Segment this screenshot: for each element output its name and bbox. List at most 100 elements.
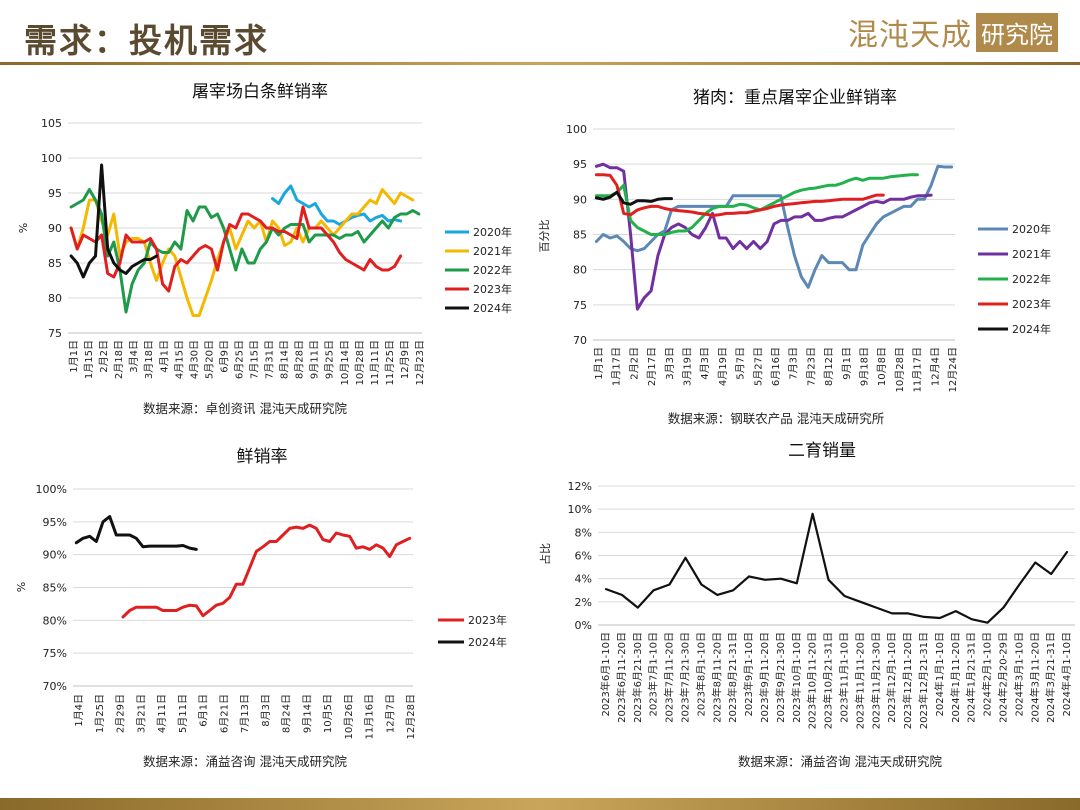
x-tick-label-tr: 7月23日 xyxy=(805,347,817,386)
x-tick-label-tl: 8月28日 xyxy=(294,340,306,379)
logo-text: 混沌天成 xyxy=(848,18,972,53)
x-tick-label-tr: 2月17日 xyxy=(646,347,658,386)
y-tick-label-bl: 70% xyxy=(43,680,67,693)
legend-label-tl-4: 2024年 xyxy=(473,301,512,315)
legend-label-tl-1: 2021年 xyxy=(473,244,512,258)
x-tick-label-tr: 5月7日 xyxy=(735,347,747,380)
x-tick-label-br: 2023年12月11-20日 xyxy=(901,632,914,729)
x-tick-label-tl: 1月15日 xyxy=(83,340,95,379)
x-tick-label-tr: 8月12日 xyxy=(823,347,835,386)
x-tick-label-bl: 10月5日 xyxy=(322,694,334,733)
x-tick-label-br: 2023年11月21-30日 xyxy=(869,632,882,729)
x-tick-label-br: 2023年10月11-20日 xyxy=(806,632,819,729)
legend-label-tl-2: 2022年 xyxy=(473,263,512,277)
y-tick-label-br: 8% xyxy=(575,526,592,539)
legend-label-bl-1: 2024年 xyxy=(468,635,507,649)
x-tick-label-br: 2024年1月1-10日 xyxy=(933,632,946,717)
y-tick-label-tl: 90 xyxy=(48,222,62,235)
x-tick-label-tr: 3月19日 xyxy=(682,347,694,386)
x-tick-label-bl: 6月1日 xyxy=(198,694,210,727)
series-line-tl-4 xyxy=(69,163,158,279)
series-line-tr-1 xyxy=(594,162,933,311)
y-tick-label-tl: 95 xyxy=(48,187,62,200)
y-tick-label-tr: 70 xyxy=(573,334,587,347)
x-tick-label-bl: 3月21日 xyxy=(135,694,147,733)
y-tick-label-br: 0% xyxy=(575,619,592,632)
y-axis-label-br: 占比 xyxy=(538,543,552,565)
x-tick-label-br: 2023年10月21-31日 xyxy=(822,632,835,729)
x-tick-label-tr: 9月1日 xyxy=(841,347,853,380)
series-line-tl-0 xyxy=(271,184,403,226)
x-tick-label-br: 2024年1月11-20日 xyxy=(949,632,962,723)
x-tick-label-bl: 4月11日 xyxy=(156,694,168,733)
y-tick-label-tr: 80 xyxy=(573,264,587,277)
series-line-bl-0 xyxy=(121,523,412,619)
legend-label-tr-2: 2022年 xyxy=(1012,272,1051,286)
chart-title-br: 二育销量 xyxy=(788,441,856,461)
x-tick-label-br: 2023年6月21-30日 xyxy=(631,632,644,723)
x-tick-label-bl: 1月4日 xyxy=(73,694,85,727)
x-tick-label-br: 2023年12月1-10日 xyxy=(885,632,898,723)
x-tick-label-tl: 4月15日 xyxy=(173,340,185,379)
x-tick-label-tl: 12月9日 xyxy=(399,340,411,379)
y-axis-label-tl: % xyxy=(17,223,30,233)
x-tick-label-tr: 3月3日 xyxy=(664,347,676,380)
x-tick-label-bl: 1月25日 xyxy=(94,694,106,733)
y-tick-label-bl: 90% xyxy=(43,549,67,562)
y-tick-label-tl: 100 xyxy=(41,152,62,165)
x-tick-label-bl: 7月13日 xyxy=(239,694,251,733)
chart-title-bl: 鲜销率 xyxy=(237,447,288,467)
x-tick-label-bl: 2月29日 xyxy=(115,694,127,733)
chart-title-tl: 屠宰场白条鲜销率 xyxy=(192,82,328,102)
x-tick-label-bl: 11月16日 xyxy=(364,694,376,739)
series-line-tl-1 xyxy=(69,188,415,317)
x-tick-label-tr: 11月17日 xyxy=(912,347,924,392)
x-tick-label-tr: 12月24日 xyxy=(947,347,959,392)
x-tick-label-tl: 9月25日 xyxy=(324,340,336,379)
page-header: 需求：投机需求 混沌天成 研究院 xyxy=(0,0,1080,68)
x-tick-label-tl: 4月1日 xyxy=(158,340,170,373)
x-tick-label-tl: 12月23日 xyxy=(414,340,426,385)
legend-label-tr-3: 2023年 xyxy=(1012,297,1051,311)
source-note-tl: 数据来源：卓创资讯 混沌天成研究院 xyxy=(143,401,347,416)
x-tick-label-bl: 12月7日 xyxy=(384,694,396,733)
x-tick-label-br: 2024年3月11-20日 xyxy=(1028,632,1041,723)
x-tick-label-tr: 4月3日 xyxy=(699,347,711,380)
x-tick-label-br: 2023年8月11-20日 xyxy=(710,632,723,723)
x-tick-label-br: 2023年7月11-20日 xyxy=(663,632,676,723)
x-tick-label-br: 2023年6月11-20日 xyxy=(615,632,628,723)
header-divider xyxy=(0,62,1080,65)
legend-label-tr-1: 2021年 xyxy=(1012,247,1051,261)
y-axis-label-bl: % xyxy=(15,582,28,592)
x-tick-label-bl: 8月24日 xyxy=(281,694,293,733)
y-tick-label-bl: 75% xyxy=(43,647,67,660)
x-tick-label-tr: 1月1日 xyxy=(593,347,605,380)
series-line-br-0 xyxy=(604,512,1069,624)
y-tick-label-br: 10% xyxy=(568,503,592,516)
x-tick-label-br: 2023年6月1-10日 xyxy=(599,632,612,717)
x-tick-label-tr: 4月19日 xyxy=(717,347,729,386)
y-tick-label-tr: 85 xyxy=(573,229,587,242)
y-tick-label-tl: 80 xyxy=(48,292,62,305)
x-tick-label-tl: 4月30日 xyxy=(188,340,200,379)
x-tick-label-tr: 9月18日 xyxy=(859,347,871,386)
x-tick-label-tl: 8月14日 xyxy=(279,340,291,379)
logo-box: 研究院 xyxy=(976,12,1058,52)
source-note-tr: 数据来源：钢联农产品 混沌天成研究所 xyxy=(668,411,884,426)
legend-label-tl-0: 2020年 xyxy=(473,225,512,239)
x-tick-label-br: 2023年11月11-20日 xyxy=(853,632,866,729)
y-tick-label-bl: 85% xyxy=(43,582,67,595)
x-tick-label-br: 2024年3月21-31日 xyxy=(1044,632,1057,723)
legend-label-tl-3: 2023年 xyxy=(473,282,512,296)
series-line-bl-1 xyxy=(74,515,198,551)
x-tick-label-br: 2024年4月1-10日 xyxy=(1060,632,1073,717)
x-tick-label-tl: 6月9日 xyxy=(218,340,230,373)
x-tick-label-tl: 7月31日 xyxy=(264,340,276,379)
x-tick-label-bl: 8月3日 xyxy=(260,694,272,727)
x-tick-label-tl: 7月15日 xyxy=(249,340,261,379)
x-tick-label-tl: 1月1日 xyxy=(68,340,80,373)
x-tick-label-br: 2023年10月1-10日 xyxy=(790,632,803,723)
brand-logo: 混沌天成 研究院 xyxy=(848,12,1058,53)
y-tick-label-bl: 95% xyxy=(43,516,67,529)
